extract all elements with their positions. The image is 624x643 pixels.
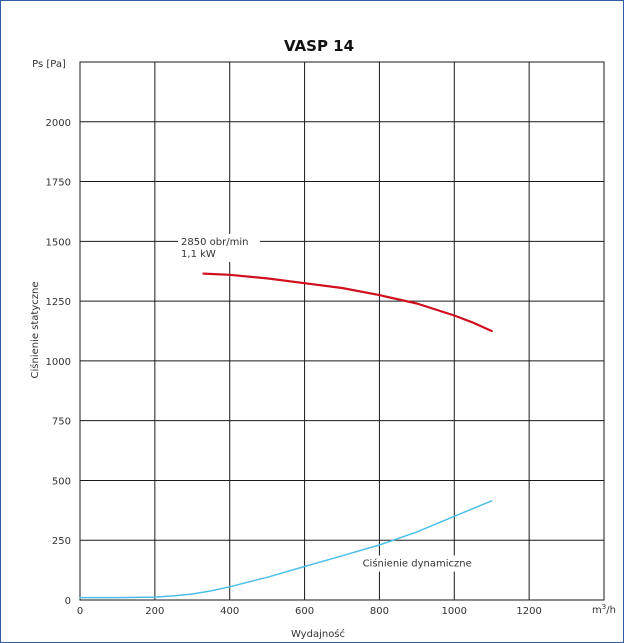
x-unit-superscript: 3 [602, 603, 606, 611]
y-axis-label: Ciśnienie statyczne [29, 281, 41, 378]
y-tick-label: 1000 [46, 357, 71, 368]
x-tick-label: 1000 [442, 606, 467, 617]
y-unit-label: Ps [Pa] [32, 59, 66, 70]
x-unit-text: m [592, 605, 602, 616]
y-tick-label: 500 [52, 476, 71, 487]
x-unit-suffix: /h [606, 605, 616, 616]
x-tick-label: 800 [370, 606, 389, 617]
annotation-text: 1,1 kW [181, 249, 216, 260]
annotation-text: Ciśnienie dynamiczne [363, 558, 472, 570]
plot-border [79, 61, 605, 601]
x-unit-label: m3/h [592, 603, 616, 616]
y-tick-label: 1250 [46, 297, 71, 308]
y-tick-label: 0 [65, 596, 71, 607]
y-tick-label: 1500 [46, 237, 71, 248]
annotation-text: 2850 obr/min [181, 237, 248, 248]
annotation-background [359, 555, 478, 572]
static-pressure-curve [202, 272, 493, 333]
series-lines [79, 272, 493, 599]
dynamic-pressure-curve [79, 500, 493, 599]
x-tick-label: 200 [145, 606, 164, 617]
y-tick-label: 750 [52, 417, 71, 428]
x-axis-label: Wydajność [291, 628, 345, 640]
x-tick-label: 1200 [516, 606, 541, 617]
chart-title: VASP 14 [284, 37, 354, 55]
tick-labels: 0 200 400 600 800 1000 1200 0 250 500 750 1000 1250 1… [46, 118, 542, 617]
x-tick-label: 400 [220, 606, 239, 617]
x-tick-label: 600 [295, 606, 314, 617]
annotation-background [178, 233, 261, 262]
y-tick-label: 1750 [46, 178, 71, 189]
y-tick-label: 250 [52, 536, 71, 547]
grid [79, 61, 605, 601]
x-tick-label: 0 [77, 606, 83, 617]
y-tick-label: 2000 [46, 118, 71, 129]
